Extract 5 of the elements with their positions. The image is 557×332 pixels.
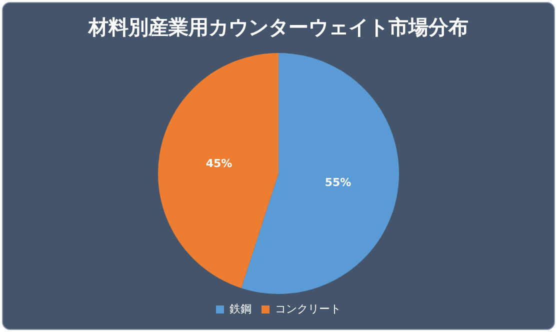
chart-title: 材料別産業用カウンターウェイト市場分布: [88, 15, 468, 40]
data-label: 45%: [206, 156, 232, 170]
legend-label: 鉄鋼: [230, 302, 252, 316]
data-label: 55%: [324, 176, 352, 189]
legend-label: コンクリート: [275, 302, 341, 316]
